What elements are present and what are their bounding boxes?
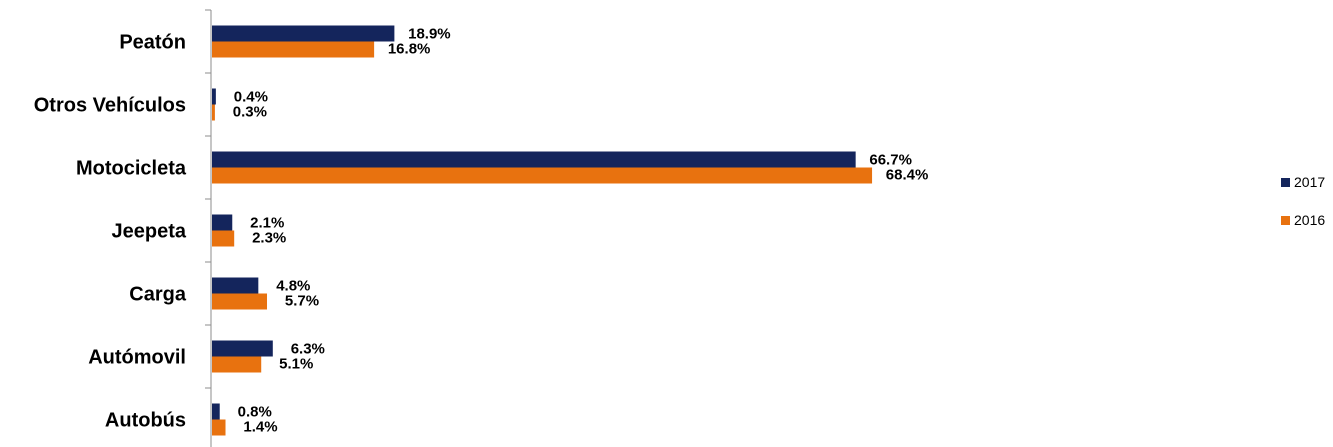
bar-2016-2	[212, 104, 215, 121]
bar-2017-2	[212, 88, 216, 105]
bar-2016-3	[212, 167, 873, 184]
legend-swatch-2016	[1281, 216, 1290, 225]
data-label-2017: 6.3%	[291, 341, 325, 358]
data-label-2017: 18.9%	[408, 26, 451, 43]
category-label: Peatón	[119, 32, 186, 54]
data-label-2016: 5.7%	[285, 293, 319, 310]
legend: 2017 2016	[1281, 174, 1325, 228]
bar-2017-3	[212, 151, 856, 168]
data-label-2017: 0.4%	[234, 89, 268, 106]
bar-2017-1	[212, 25, 395, 42]
bar-2016-6	[212, 356, 262, 373]
data-label-2016: 0.3%	[233, 104, 267, 121]
category-label: Motocicleta	[76, 158, 187, 180]
category-label: Jeepeta	[112, 221, 187, 243]
data-label-2017: 2.1%	[250, 215, 284, 232]
bar-2016-7	[212, 419, 226, 436]
bar-2017-6	[212, 340, 273, 357]
category-label: Autobús	[105, 410, 186, 432]
data-label-2017: 66.7%	[869, 152, 912, 169]
category-labels: Peatón Otros Vehículos Motocicleta Jeepeta C…	[34, 32, 187, 432]
category-label: Carga	[129, 284, 187, 306]
bar-2016-4	[212, 230, 235, 247]
data-label-2016: 68.4%	[886, 167, 929, 184]
legend-swatch-2017	[1281, 178, 1290, 187]
data-label-2016: 2.3%	[252, 230, 286, 247]
bar-2016-1	[212, 41, 375, 58]
data-label-2017: 0.8%	[238, 404, 272, 421]
bars	[212, 25, 873, 436]
bar-2017-7	[212, 403, 220, 420]
data-label-2016: 1.4%	[243, 419, 277, 436]
data-label-2016: 16.8%	[388, 41, 431, 58]
data-label-2016: 5.1%	[279, 356, 313, 373]
category-label: Otros Vehículos	[34, 95, 186, 117]
bar-2017-4	[212, 214, 233, 231]
legend-label-2017: 2017	[1294, 174, 1325, 190]
bar-2017-5	[212, 277, 259, 294]
legend-label-2016: 2016	[1294, 212, 1325, 228]
data-label-2017: 4.8%	[276, 278, 310, 295]
bar-2016-5	[212, 293, 268, 310]
category-label: Autómovil	[88, 347, 186, 369]
data-labels: 18.9%16.8% 0.4%0.3% 66.7%68.4% 2.1%2.3% 4.8%…	[233, 26, 929, 436]
axis	[205, 9, 212, 447]
